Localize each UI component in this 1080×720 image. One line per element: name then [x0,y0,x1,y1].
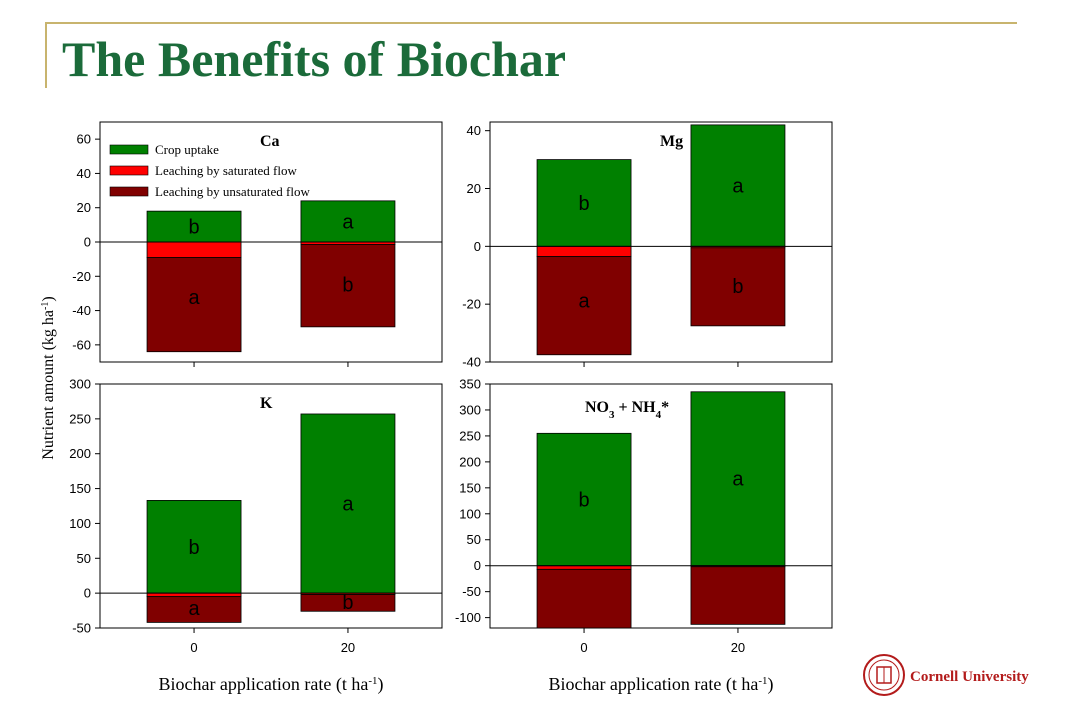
plot-frame [489,121,833,363]
bar-segment [690,391,786,567]
significance-letter: b [578,490,589,512]
cornell-wordmark: Cornell University [910,669,1029,685]
bar-segment [690,124,786,247]
y-tick-label: 50 [467,532,481,547]
panel-title: K [260,395,273,412]
y-tick-label: 350 [459,377,481,392]
bar-segment [146,210,242,243]
x-tick-label: 0 [580,640,587,655]
significance-letter: b [188,537,199,559]
significance-letter: a [732,176,744,198]
bar-segment [690,247,786,327]
y-tick-label: -40 [462,355,481,370]
significance-letter: a [188,287,200,309]
decorative-horizontal-rule [45,22,1017,24]
y-tick-label: 150 [459,480,481,495]
legend-label: Crop uptake [155,142,219,157]
bar-segment [300,594,396,612]
decorative-vertical-rule [45,22,47,88]
bar-segment [536,568,632,629]
bar-segment [146,257,242,353]
y-tick-label: 0 [84,235,91,250]
y-tick-label: 250 [69,411,91,426]
x-axis-label-left: Biochar application rate (t ha-1) [158,674,383,695]
y-tick-label: 300 [69,377,91,392]
y-tick-label: 100 [69,516,91,531]
significance-letter: b [342,274,353,296]
bar-segment [146,500,242,594]
bar-segment [146,241,242,258]
bar-segment [300,244,396,328]
y-tick-label: 100 [459,506,481,521]
significance-letter: b [732,276,743,298]
slide-title: The Benefits of Biochar [62,31,567,87]
legend-label: Leaching by unsaturated flow [155,184,310,199]
plot-frame [489,383,833,629]
y-tick-label: -20 [72,269,91,284]
bar-segment [536,565,632,570]
y-tick-label: 200 [459,454,481,469]
plot-frame [99,383,443,629]
significance-letter: a [342,211,354,233]
bar-segment [536,256,632,356]
y-tick-label: 200 [69,446,91,461]
x-tick-label: 20 [731,640,745,655]
legend-swatch [109,186,149,197]
y-axis-label: Nutrient amount (kg ha-1) [40,296,58,459]
bar-segment [300,413,396,594]
panel-title: Ca [260,133,280,150]
y-tick-label: 150 [69,481,91,496]
y-tick-label: 0 [474,558,481,573]
y-tick-label: -100 [455,610,481,625]
x-tick-label: 0 [190,640,197,655]
bar-segment [536,432,632,567]
significance-letter: a [188,598,200,620]
bar-segment [690,566,786,625]
significance-letter: b [188,217,199,239]
y-tick-label: 20 [77,200,91,215]
significance-letter: a [732,469,744,491]
cornell-seal-icon [863,654,905,696]
bar-segment [536,245,632,257]
bar-segment [300,200,396,243]
bar-segment [146,592,242,598]
y-tick-label: 40 [77,166,91,181]
y-tick-label: 40 [467,123,481,138]
x-axis-label-right: Biochar application rate (t ha-1) [548,674,773,695]
x-tick-label: 20 [341,640,355,655]
y-tick-label: 0 [474,239,481,254]
cornell-logo: Cornell University [863,654,1029,696]
y-tick-label: 60 [77,132,91,147]
y-tick-label: 250 [459,428,481,443]
y-tick-label: -50 [462,584,481,599]
legend-swatch [109,165,149,176]
y-tick-label: -60 [72,337,91,352]
significance-letter: a [342,494,354,516]
significance-letter: b [578,193,589,215]
bar-segment [146,596,242,623]
significance-letter: b [342,592,353,614]
y-tick-label: 300 [459,402,481,417]
y-tick-label: -20 [462,297,481,312]
legend-label: Leaching by saturated flow [155,163,297,178]
y-tick-label: 0 [84,586,91,601]
y-tick-label: -40 [72,303,91,318]
significance-letter: a [578,291,590,313]
y-tick-label: -50 [72,621,91,636]
y-tick-label: 20 [467,181,481,196]
panel-title: Mg [660,133,683,150]
panel-title: NO3 + NH4* [585,399,669,421]
bar-segment [536,159,632,247]
legend-swatch [109,144,149,155]
y-tick-label: 50 [77,551,91,566]
